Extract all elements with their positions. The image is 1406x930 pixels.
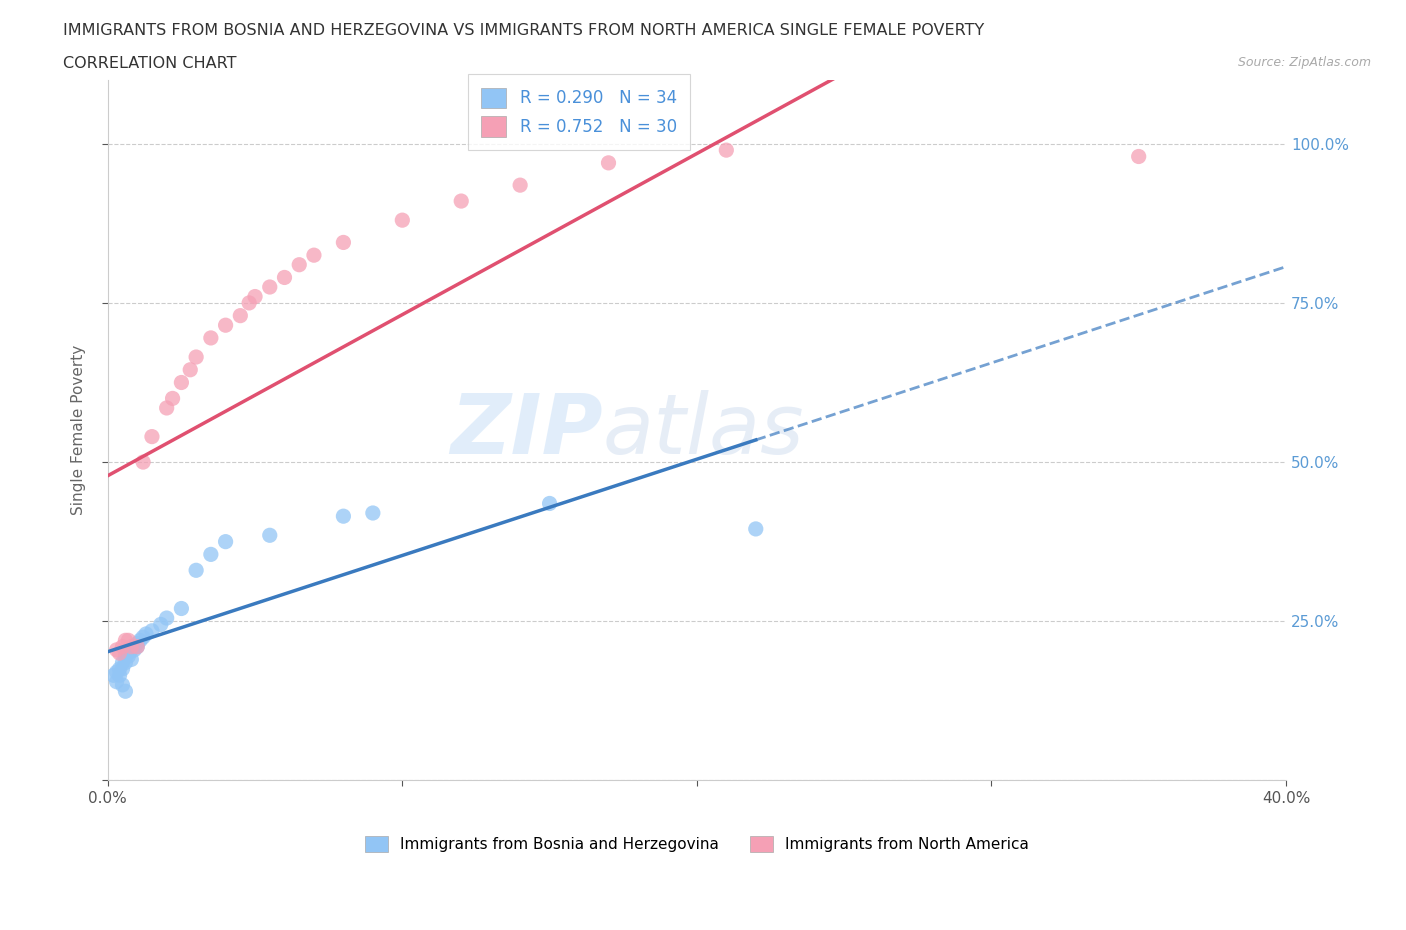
Point — [105, 674, 128, 689]
Point — [120, 643, 142, 658]
Point — [598, 155, 620, 170]
Point — [450, 193, 472, 208]
Point — [114, 649, 136, 664]
Point — [745, 522, 768, 537]
Point — [105, 665, 128, 680]
Point — [127, 639, 149, 654]
Text: Source: ZipAtlas.com: Source: ZipAtlas.com — [1237, 56, 1371, 69]
Point — [149, 617, 172, 631]
Point — [538, 496, 561, 511]
Point — [214, 318, 236, 333]
Point — [124, 643, 146, 658]
Point — [111, 639, 134, 654]
Point — [273, 270, 295, 285]
Point — [170, 375, 193, 390]
Point — [214, 534, 236, 549]
Point — [117, 633, 139, 648]
Point — [105, 643, 128, 658]
Point — [127, 639, 149, 654]
Text: atlas: atlas — [603, 390, 804, 471]
Point — [259, 280, 281, 295]
Point — [132, 455, 155, 470]
Point — [120, 639, 142, 654]
Point — [117, 645, 139, 660]
Point — [509, 178, 531, 193]
Point — [391, 213, 413, 228]
Point — [108, 645, 131, 660]
Point — [114, 633, 136, 648]
Point — [229, 308, 252, 323]
Text: IMMIGRANTS FROM BOSNIA AND HERZEGOVINA VS IMMIGRANTS FROM NORTH AMERICA SINGLE F: IMMIGRANTS FROM BOSNIA AND HERZEGOVINA V… — [63, 23, 984, 38]
Point — [156, 401, 179, 416]
Point — [302, 247, 325, 262]
Point — [141, 429, 163, 444]
Point — [170, 601, 193, 616]
Point — [114, 684, 136, 698]
Point — [108, 661, 131, 676]
Point — [108, 668, 131, 683]
Text: CORRELATION CHART: CORRELATION CHART — [63, 56, 236, 71]
Point — [141, 623, 163, 638]
Point — [124, 639, 146, 654]
Point — [129, 633, 152, 648]
Point — [120, 652, 142, 667]
Point — [184, 350, 207, 365]
Point — [238, 296, 260, 311]
Point — [1128, 149, 1150, 164]
Point — [200, 547, 222, 562]
Point — [288, 258, 311, 272]
Point — [200, 330, 222, 345]
Point — [184, 563, 207, 578]
Text: ZIP: ZIP — [450, 390, 603, 471]
Point — [162, 391, 184, 405]
Point — [111, 677, 134, 692]
Point — [114, 655, 136, 670]
Point — [127, 636, 149, 651]
Point — [135, 627, 157, 642]
Legend: Immigrants from Bosnia and Herzegovina, Immigrants from North America: Immigrants from Bosnia and Herzegovina, … — [359, 830, 1035, 858]
Point — [259, 528, 281, 543]
Point — [103, 668, 125, 683]
Point — [332, 509, 354, 524]
Point — [132, 630, 155, 644]
Y-axis label: Single Female Poverty: Single Female Poverty — [72, 345, 86, 515]
Point — [179, 363, 201, 378]
Point — [243, 289, 266, 304]
Point — [111, 661, 134, 676]
Point — [111, 655, 134, 670]
Point — [332, 235, 354, 250]
Point — [156, 611, 179, 626]
Point — [117, 649, 139, 664]
Point — [361, 506, 384, 521]
Point — [716, 142, 738, 157]
